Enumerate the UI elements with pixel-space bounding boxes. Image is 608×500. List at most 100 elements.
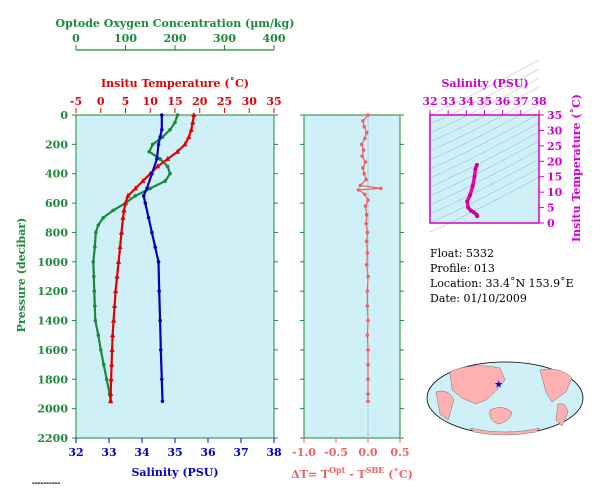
temperature-tick-label: 25: [217, 95, 232, 108]
ts-ytick-label: 0: [547, 217, 555, 230]
ts-point: [473, 167, 478, 171]
float-info: Float: 5332 Profile: 013 Location: 33.4˚…: [430, 246, 574, 306]
pressure-tick-label: 600: [45, 197, 68, 210]
density-contour: [429, 167, 540, 224]
delta-t-point: [363, 204, 368, 208]
ts-xtick-label: 34: [459, 95, 475, 108]
density-contour: [429, 131, 540, 188]
ts-point: [465, 199, 470, 204]
temperature-point: [182, 141, 188, 147]
oxygen-point: [98, 348, 103, 352]
temperature-tick-label: 15: [167, 95, 182, 108]
temperature-point: [190, 119, 196, 125]
temperature-point: [109, 361, 115, 367]
salinity-point: [160, 127, 164, 132]
temperature-tick-label: -5: [70, 95, 82, 108]
oxygen-axis-title: Optode Oxygen Concentration (µm/kg): [56, 17, 295, 30]
salinity-tick-label: 36: [200, 446, 216, 459]
ts-salinity-axis-title: Salinity (PSU): [441, 77, 528, 90]
salinity-tick-label: 38: [266, 446, 282, 459]
salinity-tick-label: 35: [167, 446, 182, 459]
delta-t-xtick-label: -0.5: [324, 446, 348, 459]
map-land-antarctica: [469, 427, 541, 436]
ts-series: [465, 162, 480, 219]
map-land-africa: [435, 390, 455, 421]
salinity-tick-label: 34: [134, 446, 150, 459]
temperature-point: [132, 185, 138, 191]
oxygen-tick-label: 300: [213, 32, 236, 45]
temperature-point: [115, 258, 122, 264]
pressure-tick-label: 400: [45, 168, 68, 181]
oxygen-tick-label: 400: [263, 32, 286, 45]
density-contour: [429, 86, 540, 143]
delta-t-xtick-label: -1.0: [292, 446, 316, 459]
oxygen-point: [158, 157, 162, 161]
pressure-tick-label: 0: [60, 109, 68, 122]
salinity-point: [141, 193, 146, 198]
temperature-point: [121, 207, 127, 213]
salinity-point: [158, 135, 162, 139]
temperature-point: [113, 288, 119, 294]
temperature-point: [174, 148, 181, 154]
density-contour: [429, 122, 540, 179]
oxygen-tick-label: 200: [164, 32, 187, 45]
delta-t-line: [356, 114, 381, 402]
delta-t-label-sup1: Opt: [329, 465, 346, 475]
delta-t-point: [363, 192, 367, 197]
salinity-point: [156, 260, 161, 264]
oxygen-tick-label: 100: [114, 32, 137, 45]
delta-t-point: [366, 348, 370, 352]
oxygen-point: [104, 377, 109, 382]
density-contour: [429, 140, 540, 197]
pressure-tick-label: 1800: [37, 373, 68, 386]
pressure-tick-label: 200: [45, 138, 68, 151]
pressure-tick-label: 2000: [37, 403, 68, 416]
map-land-north-america: [539, 368, 573, 403]
delta-t-panel: -1.0 -0.5 0.0 0.5 ΔT= TOpt - TSBE (˚C): [291, 113, 413, 481]
delta-t-point: [365, 333, 370, 338]
oxygen-point: [93, 318, 98, 323]
temperature-point: [118, 229, 125, 235]
density-contour: [429, 158, 540, 215]
temperature-point: [108, 376, 114, 382]
salinity-point: [155, 157, 159, 161]
delta-t-point: [364, 177, 368, 182]
ts-ytick-label: 30: [547, 124, 563, 137]
temperature-profile-line: [109, 114, 195, 402]
temperature-point: [188, 126, 194, 132]
ts-ytick-label: 10: [547, 186, 563, 199]
density-contour: [429, 149, 540, 206]
temperature-point: [110, 332, 116, 338]
delta-t-point: [360, 154, 365, 158]
pressure-axis-title: Pressure (decibar): [15, 218, 28, 333]
pressure-tick-label: 1600: [37, 344, 68, 357]
temperature-tick-label: 5: [122, 95, 130, 108]
density-contour: [429, 68, 540, 125]
delta-t-label-mid: - T: [345, 468, 366, 481]
ts-point: [472, 174, 477, 179]
salinity-point: [156, 142, 161, 147]
salinity-point: [146, 215, 151, 220]
salinity-point: [159, 348, 163, 352]
profile-series: [91, 112, 197, 404]
ts-point: [475, 214, 480, 219]
ts-xtick-label: 33: [441, 95, 456, 108]
temperature-axis-title: Insitu Temperature (˚C): [101, 77, 249, 90]
density-contour: [429, 176, 540, 233]
oxygen-point: [165, 164, 170, 169]
small-footer-mark: ▬▬▬▬▬▬▬▬▬▬: [32, 481, 61, 485]
delta-t-point: [365, 230, 370, 235]
oxygen-point: [175, 113, 180, 117]
salinity-point: [157, 289, 161, 293]
ts-density-contours: [429, 59, 540, 233]
ts-ytick-label: 25: [547, 140, 562, 153]
oxygen-point: [92, 289, 97, 293]
ts-xtick-label: 37: [513, 95, 528, 108]
salinity-point: [160, 399, 165, 404]
delta-t-axes: -1.0 -0.5 0.0 0.5: [292, 114, 410, 459]
salinity-axis-title: Salinity (PSU): [131, 466, 218, 479]
delta-t-point: [356, 188, 361, 192]
temperature-point: [120, 214, 126, 220]
temperature-point: [125, 192, 131, 198]
